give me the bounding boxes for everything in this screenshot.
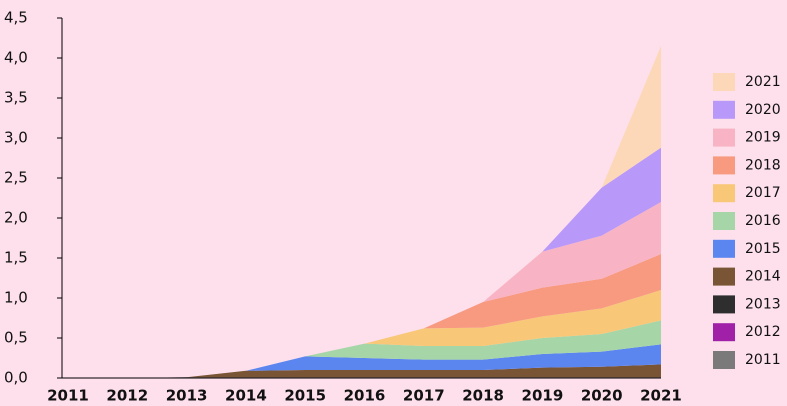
x-tick-label: 2013	[166, 387, 208, 405]
x-tick-label: 2011	[47, 387, 89, 405]
legend-swatch	[713, 295, 735, 314]
y-tick-label: 4,0	[4, 49, 28, 67]
area	[68, 344, 661, 378]
area	[68, 320, 661, 378]
legend-label: 2016	[745, 213, 781, 229]
legend-label: 2013	[745, 296, 781, 312]
legend-swatch	[713, 128, 735, 147]
legend-label: 2014	[745, 269, 781, 285]
x-tick-label: 2020	[581, 387, 623, 405]
y-tick-label: 2,0	[4, 209, 28, 227]
y-tick-label: 2,5	[4, 169, 28, 187]
legend-label: 2015	[745, 241, 781, 257]
legend-label: 2019	[745, 130, 781, 146]
area	[68, 290, 661, 378]
legend-swatch	[713, 156, 735, 175]
x-tick-label: 2018	[462, 387, 504, 405]
y-tick-label: 0,5	[4, 329, 28, 347]
x-tick-label: 2014	[225, 387, 267, 405]
legend-swatch	[713, 239, 735, 258]
x-tick-label: 2016	[344, 387, 386, 405]
x-tick-label: 2015	[284, 387, 326, 405]
legend-label: 2011	[745, 352, 781, 368]
y-tick-label: 1,5	[4, 249, 28, 267]
legend-label: 2017	[745, 185, 781, 201]
y-tick-label: 3,0	[4, 129, 28, 147]
legend-label: 2021	[745, 74, 781, 90]
legend-swatch	[713, 100, 735, 119]
y-tick-label: 4,5	[4, 9, 28, 27]
y-tick-label: 0,0	[4, 369, 28, 387]
y-tick-label: 3,5	[4, 89, 28, 107]
legend-label: 2012	[745, 324, 781, 340]
legend-swatch	[713, 212, 735, 230]
legend-label: 2020	[745, 102, 781, 118]
legend-swatch	[713, 184, 735, 203]
legend-swatch	[713, 73, 735, 91]
y-tick-label: 1,0	[4, 289, 28, 307]
x-tick-label: 2019	[522, 387, 564, 405]
area	[68, 254, 661, 378]
legend-swatch	[713, 267, 735, 286]
legend-swatch	[713, 351, 735, 369]
x-tick-label: 2012	[106, 387, 148, 405]
x-tick-label: 2021	[640, 387, 682, 405]
legend-label: 2018	[745, 157, 781, 173]
x-tick-label: 2017	[403, 387, 445, 405]
legend-swatch	[713, 323, 735, 342]
area	[68, 364, 661, 378]
